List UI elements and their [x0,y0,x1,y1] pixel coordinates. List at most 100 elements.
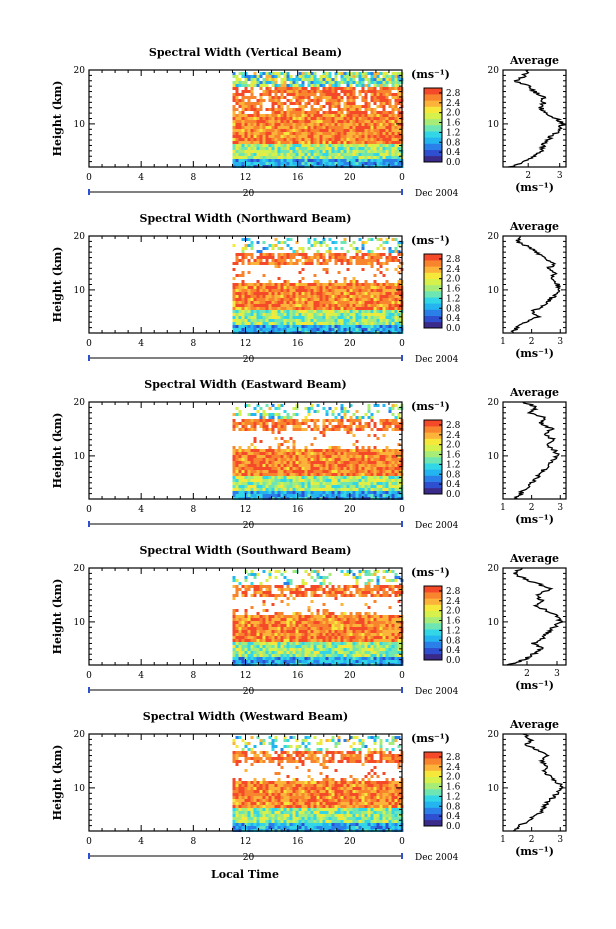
colorbar-tick: 1.2 [446,460,460,470]
colorbar-tick: 2.8 [446,587,461,597]
y-tick-label: 20 [74,398,86,408]
colorbar-tick: 0.0 [446,490,461,500]
colorbar-unit: (ms⁻¹) [411,732,450,745]
colorbar-tick: 0.4 [446,812,461,822]
avg-y-tick: 10 [488,618,500,628]
x-tick-label: 0 [86,173,92,183]
heatmap-cells [232,404,404,500]
x-tick-label: 0 [399,837,405,847]
colorbar-tick: 0.8 [446,304,461,314]
y-axis-label: Height (km) [51,579,64,655]
x-tick-label: 12 [240,173,251,183]
panel-1: Spectral Width (Vertical Beam)1020Height… [51,46,567,199]
colorbar-tick: 1.2 [446,128,460,138]
panel-3: Spectral Width (Eastward Beam)1020Height… [51,378,567,531]
average-line [513,733,564,832]
x-tick-label: 4 [138,339,144,349]
x-tick-label: 8 [190,505,196,515]
colorbar-tick: 0.4 [446,646,461,656]
avg-x-tick: 2 [529,503,535,513]
average-title: Average [509,552,559,565]
x-tick-label: 12 [240,339,251,349]
avg-x-tick: 2 [529,337,535,347]
avg-x-tick: 3 [557,337,563,347]
colorbar: 2.82.42.01.61.20.80.40.0 [423,87,461,168]
average-title: Average [509,54,559,67]
colorbar-tick: 2.0 [446,109,461,119]
colorbar: 2.82.42.01.61.20.80.40.0 [423,585,461,666]
x-tick-label: 4 [138,837,144,847]
colorbar-unit: (ms⁻¹) [411,566,450,579]
x-tick-label: 4 [138,505,144,515]
panel-title: Spectral Width (Eastward Beam) [144,378,346,391]
avg-x-tick: 3 [554,669,560,679]
y-tick-label: 10 [74,784,86,794]
x-tick-label: 20 [344,837,356,847]
panel-title: Spectral Width (Vertical Beam) [149,46,342,59]
x-tick-label: 0 [399,671,405,681]
colorbar-tick: 0.8 [446,470,461,480]
x-tick-label: 8 [190,173,196,183]
x-tick-label: 0 [86,505,92,515]
x-tick-label: 0 [399,339,405,349]
heatmap-cells [232,238,404,334]
y-tick-label: 10 [74,286,86,296]
avg-y-tick: 10 [488,784,500,794]
colorbar-tick: 2.0 [446,773,461,783]
day-label: 20 [243,853,255,863]
avg-y-tick: 20 [488,66,500,76]
colorbar-tick: 1.6 [446,783,461,793]
colorbar-tick: 0.8 [446,802,461,812]
y-tick-label: 20 [74,232,86,242]
day-label: 20 [243,355,255,365]
day-label: 20 [243,189,255,199]
average-xlabel: (ms⁻¹) [515,845,554,858]
avg-x-tick: 1 [500,337,506,347]
x-tick-label: 4 [138,173,144,183]
colorbar-tick: 2.8 [446,753,461,763]
colorbar: 2.82.42.01.61.20.80.40.0 [423,419,461,500]
y-tick-label: 20 [74,730,86,740]
avg-x-tick: 3 [557,835,563,845]
average-profile: Average 10 20 1 2 3(ms⁻¹) [488,718,567,858]
x-tick-label: 0 [86,339,92,349]
average-xlabel: (ms⁻¹) [515,347,554,360]
average-line [508,69,567,168]
average-line [510,236,561,334]
colorbar-tick: 2.4 [446,265,461,275]
colorbar-tick: 2.8 [446,421,461,431]
avg-x-tick: 2 [524,669,530,679]
colorbar-tick: 2.0 [446,441,461,451]
x-tick-label: 8 [190,837,196,847]
x-tick-label: 8 [190,339,196,349]
x-tick-label: 20 [344,339,356,349]
colorbar-tick: 1.6 [446,451,461,461]
colorbar-tick: 0.0 [446,324,461,334]
colorbar-tick: 0.8 [446,138,461,148]
date-label: Dec 2004 [415,189,459,199]
y-tick-label: 10 [74,120,86,130]
x-tick-label: 12 [240,837,251,847]
avg-y-tick: 20 [488,730,500,740]
x-tick-label: 16 [292,173,304,183]
x-tick-label: 16 [292,671,304,681]
y-axis-label: Height (km) [51,247,64,323]
x-tick-label: 0 [399,505,405,515]
average-profile: Average 10 20 2 3(ms⁻¹) [488,552,567,692]
x-tick-label: 16 [292,339,304,349]
colorbar: 2.82.42.01.61.20.80.40.0 [423,751,461,832]
colorbar-tick: 2.4 [446,763,461,773]
colorbar-tick: 1.6 [446,617,461,627]
y-axis-label: Height (km) [51,413,64,489]
day-label: 20 [243,687,255,697]
x-tick-label: 12 [240,505,251,515]
x-tick-label: 16 [292,505,304,515]
colorbar-tick: 1.6 [446,119,461,129]
y-axis-label: Height (km) [51,745,64,821]
colorbar-unit: (ms⁻¹) [411,68,450,81]
avg-y-tick: 10 [488,120,500,130]
avg-y-tick: 20 [488,398,500,408]
heatmap-cells [232,72,404,168]
colorbar-tick: 2.8 [446,89,461,99]
